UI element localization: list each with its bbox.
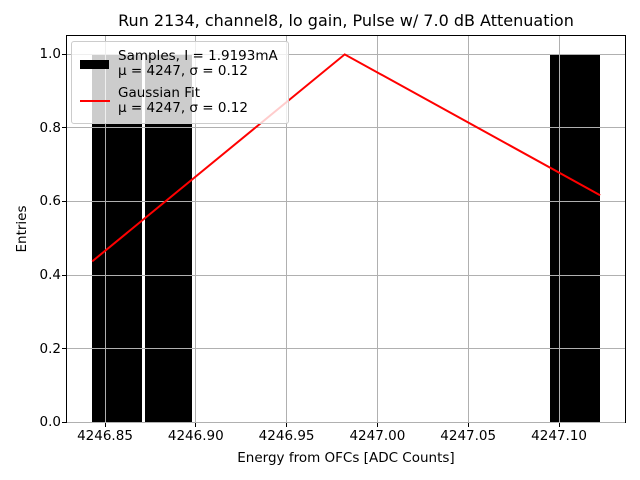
gridline-horizontal [67,127,625,129]
gridline-vertical [558,36,560,422]
y-tick-label: 0.0 [39,414,61,430]
x-tick-label: 4246.85 [77,428,133,444]
legend-samples-stats: μ = 4247, σ = 0.12 [118,63,248,79]
gridline-vertical [286,36,288,422]
x-tick-mark [286,423,288,427]
y-tick-label: 0.8 [39,119,61,136]
samples-swatch-icon [80,59,109,69]
y-tick-mark [62,348,66,349]
histogram-bar [550,54,601,422]
y-tick-label: 1.0 [39,46,61,63]
legend-gaussian-stats: μ = 4247, σ = 0.12 [118,100,248,116]
legend-samples-label: Samples, I = 1.9193mA [118,48,278,64]
y-tick-label: 0.4 [39,267,61,283]
gridline-horizontal [67,348,625,349]
gaussian-fit-swatch-icon [80,100,110,102]
y-tick-label: 0.2 [39,340,61,357]
y-tick-mark [62,53,66,55]
plot-area: Samples, I = 1.9193mA μ = 4247, σ = 0.12… [66,35,626,423]
x-tick-mark [558,423,560,427]
y-tick-mark [62,200,66,202]
x-tick-label: 4246.90 [167,428,224,444]
gridline-vertical [195,36,197,422]
legend-entry-gaussian-fit: Gaussian Fit μ = 4247, σ = 0.12 [80,86,281,116]
chart-title: Run 2134, channel8, lo gain, Pulse w/ 7.… [118,11,574,30]
gridline-horizontal [67,200,625,202]
legend-entry-samples: Samples, I = 1.9193mA μ = 4247, σ = 0.12 [80,49,281,79]
gridline-vertical [104,36,106,422]
y-axis-label: Entries [14,205,30,253]
x-tick-label: 4247.00 [349,428,406,444]
x-tick-mark [376,423,378,427]
x-tick-mark [104,423,106,427]
gridline-vertical [467,36,469,422]
gaussian-fit-line [91,53,601,263]
gridline-horizontal [67,274,625,276]
y-tick-mark [62,127,66,129]
legend: Samples, I = 1.9193mA μ = 4247, σ = 0.12… [71,41,289,124]
gridline-vertical [376,36,378,422]
x-tick-label: 4247.10 [531,428,587,444]
gridline-horizontal [67,421,625,423]
legend-gaussian-label: Gaussian Fit [118,85,201,101]
y-tick-mark [62,421,66,423]
x-axis-label: Energy from OFCs [ADC Counts] [237,450,455,466]
x-tick-mark [467,423,469,427]
y-tick-label: 0.6 [39,193,61,210]
y-tick-mark [62,274,66,276]
x-tick-label: 4247.05 [440,428,497,444]
x-tick-label: 4246.95 [258,428,315,444]
x-tick-mark [195,423,197,427]
